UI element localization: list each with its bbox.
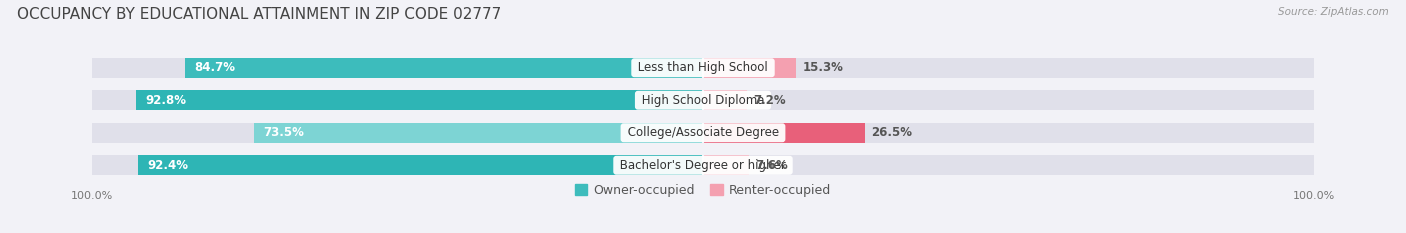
Bar [138, 155, 703, 175]
Text: OCCUPANCY BY EDUCATIONAL ATTAINMENT IN ZIP CODE 02777: OCCUPANCY BY EDUCATIONAL ATTAINMENT IN Z… [17, 7, 501, 22]
Text: 73.5%: 73.5% [263, 126, 304, 139]
Bar [703, 155, 1315, 175]
Bar [703, 155, 749, 175]
Legend: Owner-occupied, Renter-occupied: Owner-occupied, Renter-occupied [575, 184, 831, 197]
Bar [703, 90, 1315, 110]
Text: High School Diploma: High School Diploma [638, 94, 768, 107]
Text: 15.3%: 15.3% [803, 61, 844, 74]
Bar [703, 123, 865, 143]
Text: College/Associate Degree: College/Associate Degree [624, 126, 782, 139]
Text: Bachelor's Degree or higher: Bachelor's Degree or higher [616, 159, 790, 172]
Text: 7.6%: 7.6% [755, 159, 789, 172]
Text: Less than High School: Less than High School [634, 61, 772, 74]
Text: 92.4%: 92.4% [148, 159, 188, 172]
Bar [186, 58, 703, 78]
Bar [703, 58, 1315, 78]
Bar [91, 155, 703, 175]
Bar [91, 90, 703, 110]
Bar [254, 123, 703, 143]
Text: 26.5%: 26.5% [872, 126, 912, 139]
Text: 84.7%: 84.7% [194, 61, 236, 74]
Text: Source: ZipAtlas.com: Source: ZipAtlas.com [1278, 7, 1389, 17]
Bar [91, 58, 703, 78]
Text: 92.8%: 92.8% [145, 94, 186, 107]
Bar [136, 90, 703, 110]
Bar [91, 123, 703, 143]
Bar [703, 58, 796, 78]
Bar [703, 123, 1315, 143]
Text: 7.2%: 7.2% [754, 94, 786, 107]
Bar [703, 90, 747, 110]
